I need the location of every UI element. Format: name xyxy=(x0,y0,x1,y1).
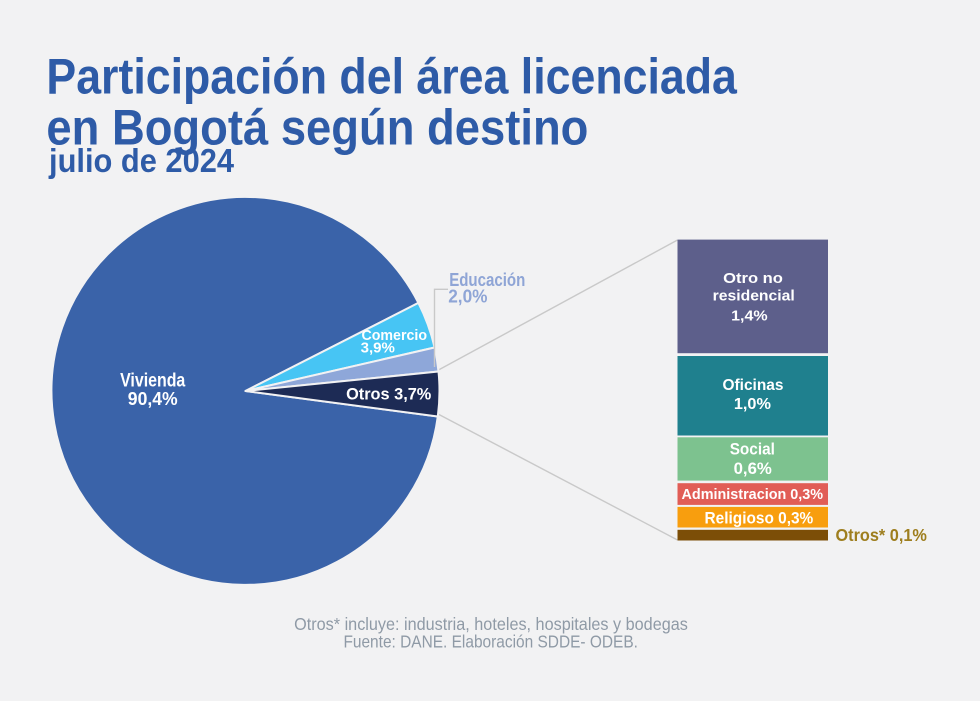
svg-text:Otros* incluye: industria, hot: Otros* incluye: industria, hoteles, hosp… xyxy=(294,614,688,634)
svg-text:julio de 2024: julio de 2024 xyxy=(48,143,234,180)
svg-text:Religioso 0,3%: Religioso 0,3% xyxy=(705,510,814,528)
svg-text:Oficinas: Oficinas xyxy=(723,377,784,394)
svg-text:1,4%: 1,4% xyxy=(731,307,768,324)
svg-text:Otro no: Otro no xyxy=(723,270,783,287)
svg-text:Administracion 0,3%: Administracion 0,3% xyxy=(682,486,824,503)
svg-text:2,0%: 2,0% xyxy=(448,285,487,306)
svg-text:3,9%: 3,9% xyxy=(361,340,395,357)
svg-text:Vivienda: Vivienda xyxy=(120,371,186,392)
svg-text:Social: Social xyxy=(730,441,775,459)
svg-text:0,6%: 0,6% xyxy=(734,460,773,478)
svg-text:Fuente: DANE. Elaboración SDDE: Fuente: DANE. Elaboración SDDE- ODEB. xyxy=(343,632,638,652)
svg-text:residencial: residencial xyxy=(713,288,795,305)
svg-text:1,0%: 1,0% xyxy=(734,396,771,413)
svg-text:90,4%: 90,4% xyxy=(128,388,178,409)
svg-text:Otros 3,7%: Otros 3,7% xyxy=(346,384,431,403)
svg-text:Otros* 0,1%: Otros* 0,1% xyxy=(836,525,928,545)
svg-text:en Bogotá según destino: en Bogotá según destino xyxy=(46,99,588,155)
svg-text:Participación del área licenci: Participación del área licenciada xyxy=(46,48,738,104)
svg-text:Educación: Educación xyxy=(449,269,525,290)
svg-text:Comercio: Comercio xyxy=(362,327,428,344)
